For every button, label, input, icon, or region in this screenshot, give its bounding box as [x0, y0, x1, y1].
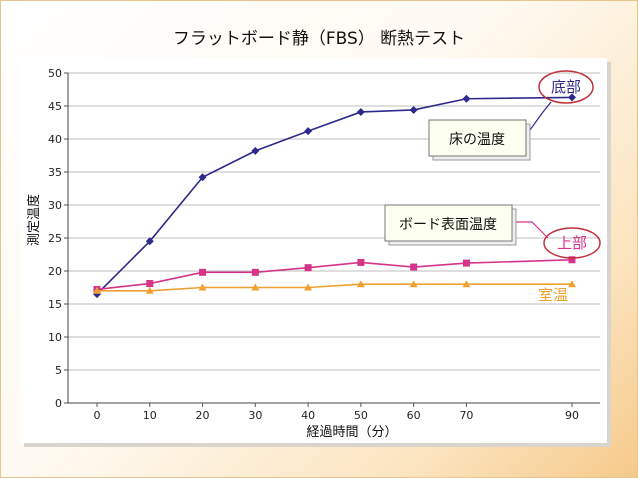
- data-point: [146, 280, 154, 288]
- chart-title: フラットボード静（FBS） 断熱テスト: [172, 29, 466, 49]
- data-point: [198, 173, 207, 182]
- y-tick-label: 50: [48, 67, 62, 80]
- y-tick-label: 20: [48, 265, 62, 278]
- callout-connector-floor: [529, 101, 552, 131]
- data-point: [251, 283, 260, 291]
- data-point: [568, 93, 576, 102]
- x-axis-label: 経過時間（分）: [306, 425, 397, 440]
- data-point: [409, 280, 418, 288]
- data-point: [198, 283, 207, 291]
- data-point: [304, 283, 313, 291]
- data-point: [145, 237, 154, 246]
- callout-board-surface-temp: ボード表面温度: [399, 217, 497, 233]
- series-line-1: [96, 258, 573, 291]
- x-tick-label: 30: [248, 409, 262, 422]
- y-axis-label: 測定温度: [26, 194, 42, 246]
- data-point: [462, 94, 471, 103]
- x-tick-label: 20: [196, 409, 210, 422]
- data-point: [304, 264, 312, 272]
- x-tick-label: 90: [565, 409, 579, 422]
- series-line-2: [97, 283, 572, 292]
- y-tick-label: 25: [48, 232, 62, 245]
- data-point: [304, 127, 313, 136]
- series-label-room: 室温: [538, 286, 568, 304]
- x-tick-label: 50: [354, 409, 368, 422]
- data-point: [568, 256, 576, 264]
- data-point: [251, 146, 260, 155]
- data-point: [568, 280, 576, 288]
- data-point: [93, 286, 101, 294]
- callout-box-floor: [428, 119, 527, 157]
- y-tick-label: 5: [55, 364, 62, 377]
- x-tick-label: 70: [459, 409, 473, 422]
- top-highlight-ellipse: [543, 227, 601, 259]
- data-point: [199, 268, 207, 276]
- y-tick-label: 10: [48, 331, 62, 344]
- x-tick-label: 40: [301, 409, 315, 422]
- bottom-highlight-ellipse: [538, 70, 594, 104]
- y-tick-label: 0: [55, 397, 62, 410]
- callout-connector-board: [512, 221, 549, 239]
- data-point: [462, 259, 470, 267]
- y-tick-label: 30: [48, 199, 62, 212]
- x-tick-label: 0: [94, 409, 101, 422]
- y-tick-label: 40: [48, 133, 62, 146]
- callout-box-board: [384, 204, 513, 242]
- y-tick-label: 45: [48, 100, 62, 113]
- y-tick-label: 35: [48, 166, 62, 179]
- data-point: [409, 105, 418, 114]
- x-tick-label: 60: [407, 409, 421, 422]
- x-tick-label: 10: [143, 409, 157, 422]
- data-point: [356, 280, 365, 288]
- data-point: [145, 286, 154, 294]
- data-point: [357, 258, 365, 266]
- data-point: [410, 263, 418, 271]
- series-label-bottom: 底部: [551, 78, 581, 96]
- data-point: [356, 107, 365, 116]
- series-label-top: 上部: [557, 234, 587, 252]
- data-point: [462, 280, 471, 288]
- callout-floor-temp: 床の温度: [449, 132, 505, 148]
- data-point: [251, 268, 259, 276]
- y-tick-label: 15: [48, 298, 62, 311]
